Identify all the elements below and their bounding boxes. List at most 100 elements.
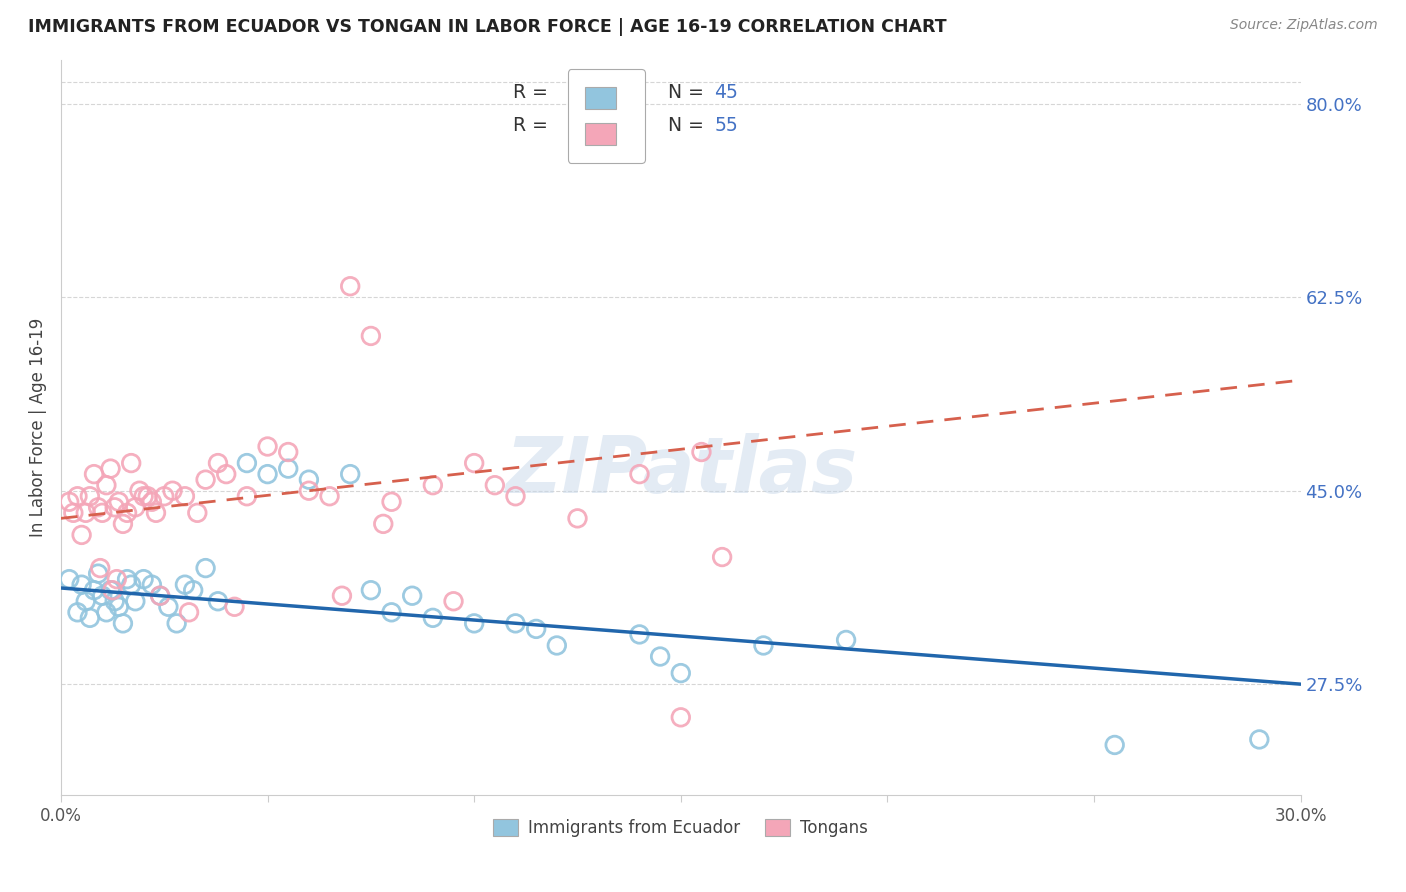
- Text: R =: R =: [513, 83, 554, 103]
- Point: [91, 589, 114, 603]
- Point: [153, 489, 176, 503]
- Point: [524, 622, 547, 636]
- Point: [149, 589, 172, 603]
- Point: [149, 589, 172, 603]
- Point: [83, 583, 105, 598]
- Text: N =: N =: [657, 116, 710, 136]
- Point: [181, 583, 204, 598]
- Point: [101, 583, 124, 598]
- Point: [546, 639, 568, 653]
- Point: [162, 483, 184, 498]
- Point: [58, 495, 80, 509]
- Point: [132, 489, 155, 503]
- Point: [752, 639, 775, 653]
- Point: [1249, 732, 1271, 747]
- Point: [120, 577, 142, 591]
- Point: [174, 489, 197, 503]
- Point: [711, 549, 734, 564]
- Point: [58, 572, 80, 586]
- Point: [120, 456, 142, 470]
- Point: [75, 594, 97, 608]
- Point: [100, 461, 122, 475]
- Point: [422, 478, 444, 492]
- Point: [87, 566, 110, 581]
- Point: [141, 577, 163, 591]
- Text: 55: 55: [714, 116, 738, 136]
- Point: [107, 495, 129, 509]
- Point: [104, 500, 127, 515]
- Point: [669, 710, 692, 724]
- Point: [89, 561, 111, 575]
- Point: [177, 605, 200, 619]
- Point: [236, 456, 259, 470]
- Point: [79, 489, 101, 503]
- Point: [360, 329, 382, 343]
- Point: [75, 506, 97, 520]
- Point: [401, 589, 423, 603]
- Point: [132, 572, 155, 586]
- Point: [104, 594, 127, 608]
- Legend: Immigrants from Ecuador, Tongans: Immigrants from Ecuador, Tongans: [485, 810, 876, 846]
- Point: [360, 583, 382, 598]
- Point: [124, 500, 146, 515]
- Point: [380, 605, 402, 619]
- Point: [111, 516, 134, 531]
- Point: [79, 611, 101, 625]
- Point: [194, 561, 217, 575]
- Point: [443, 594, 465, 608]
- Point: [174, 577, 197, 591]
- Point: [373, 516, 395, 531]
- Point: [298, 473, 321, 487]
- Point: [628, 467, 651, 482]
- Point: [484, 478, 506, 492]
- Text: Source: ZipAtlas.com: Source: ZipAtlas.com: [1230, 18, 1378, 32]
- Point: [207, 594, 229, 608]
- Point: [141, 495, 163, 509]
- Point: [111, 616, 134, 631]
- Text: 45: 45: [714, 83, 738, 103]
- Point: [194, 473, 217, 487]
- Point: [628, 627, 651, 641]
- Point: [115, 506, 138, 520]
- Point: [690, 445, 713, 459]
- Point: [835, 632, 858, 647]
- Point: [105, 572, 128, 586]
- Point: [650, 649, 672, 664]
- Point: [186, 506, 208, 520]
- Point: [339, 467, 361, 482]
- Point: [422, 611, 444, 625]
- Point: [115, 572, 138, 586]
- Point: [463, 456, 485, 470]
- Point: [277, 445, 299, 459]
- Text: 0.106: 0.106: [571, 116, 624, 136]
- Point: [380, 495, 402, 509]
- Text: R =: R =: [513, 116, 561, 136]
- Point: [83, 467, 105, 482]
- Point: [124, 594, 146, 608]
- Point: [224, 599, 246, 614]
- Text: IMMIGRANTS FROM ECUADOR VS TONGAN IN LABOR FORCE | AGE 16-19 CORRELATION CHART: IMMIGRANTS FROM ECUADOR VS TONGAN IN LAB…: [28, 18, 946, 36]
- Point: [91, 506, 114, 520]
- Text: ZIPatlas: ZIPatlas: [505, 434, 856, 509]
- Point: [207, 456, 229, 470]
- Point: [107, 599, 129, 614]
- Point: [318, 489, 340, 503]
- Text: −0.117: −0.117: [571, 83, 640, 103]
- Point: [66, 489, 89, 503]
- Point: [339, 279, 361, 293]
- Point: [330, 589, 353, 603]
- Point: [505, 489, 527, 503]
- Point: [96, 605, 118, 619]
- Point: [128, 483, 150, 498]
- Point: [505, 616, 527, 631]
- Point: [157, 599, 180, 614]
- Point: [669, 666, 692, 681]
- Point: [87, 500, 110, 515]
- Point: [298, 483, 321, 498]
- Point: [277, 461, 299, 475]
- Point: [66, 605, 89, 619]
- Point: [70, 577, 93, 591]
- Point: [70, 528, 93, 542]
- Point: [166, 616, 188, 631]
- Point: [100, 583, 122, 598]
